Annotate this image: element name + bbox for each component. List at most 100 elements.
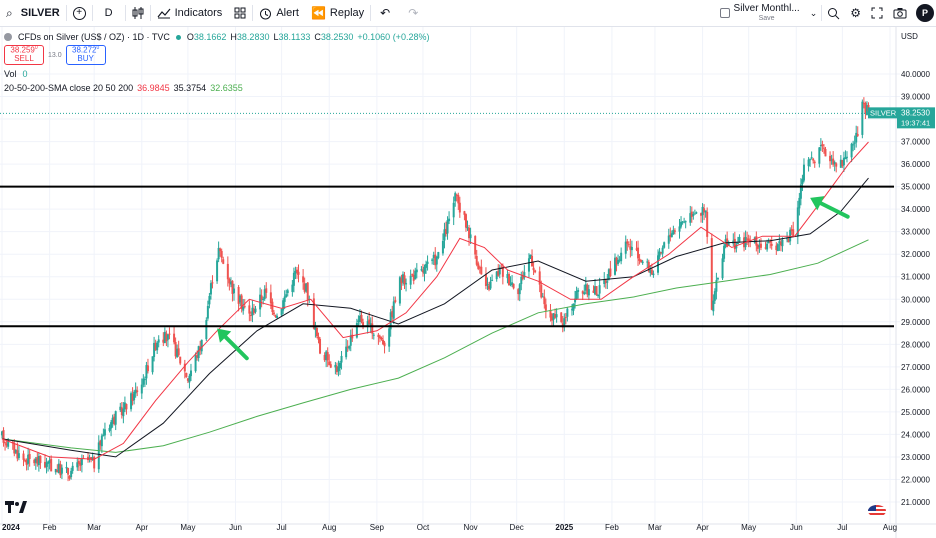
- candle-body: [2, 430, 5, 443]
- instrument-title[interactable]: CFDs on Silver (US$ / OZ) · 1D · TVC: [18, 32, 170, 42]
- candle-body: [369, 323, 372, 326]
- candle-body: [388, 328, 391, 347]
- candle-body: [853, 142, 856, 144]
- buy-button[interactable]: 38.2720 BUY: [65, 45, 106, 65]
- candle-body: [269, 292, 272, 304]
- candle-body: [727, 242, 730, 246]
- quick-search-button[interactable]: [822, 0, 845, 27]
- price-axis[interactable]: 40.0000 39.0000 37.0000 36.0000 35.0000 34.00…: [901, 70, 930, 507]
- candle-body: [239, 295, 242, 303]
- high-value: 38.2830: [236, 32, 270, 42]
- rewind-icon: ⏪: [310, 6, 326, 20]
- candle-body: [291, 284, 294, 292]
- horizontal-levels[interactable]: [0, 185, 894, 328]
- time-tick-label: Aug: [322, 523, 336, 532]
- change-value: +0.1060 (+0.28%): [357, 32, 430, 42]
- candle-body: [845, 156, 848, 158]
- us-flag-icon: [868, 505, 886, 517]
- time-tick-label: May: [741, 523, 756, 532]
- candle-body: [414, 270, 417, 280]
- layout-name: Silver Monthl... Save: [734, 4, 800, 23]
- fullscreen-button[interactable]: [866, 0, 888, 27]
- chevron-down-icon: ⌄: [809, 7, 818, 18]
- candle-body: [468, 227, 471, 239]
- candle-body: [263, 289, 266, 299]
- candle-body: [457, 195, 460, 204]
- candle-body: [538, 271, 541, 285]
- candle-body: [706, 211, 709, 237]
- candle-body: [272, 312, 275, 315]
- buy-label: BUY: [77, 54, 94, 64]
- candle-body: [145, 365, 148, 379]
- candle-body: [844, 157, 847, 160]
- divider: [370, 5, 372, 21]
- candle-body: [489, 281, 492, 289]
- time-tick-label: 2025: [555, 523, 573, 532]
- candle-body: [609, 268, 612, 277]
- snapshot-button[interactable]: [888, 0, 912, 27]
- user-menu[interactable]: P: [912, 0, 936, 27]
- sell-button[interactable]: 38.2590 SELL: [4, 45, 44, 65]
- candle-body: [108, 427, 111, 431]
- time-tick-label: Jul: [837, 523, 847, 532]
- candles-icon: [132, 7, 144, 19]
- time-axis[interactable]: 2024 Feb Mar Apr May Jun Jul Aug Sep Oct Nov Dec 202…: [2, 523, 897, 532]
- candle-body: [517, 289, 520, 295]
- templates-button[interactable]: [228, 0, 252, 27]
- redo-button[interactable]: ↷: [399, 0, 427, 27]
- price-tick-label: 34.0000: [901, 205, 930, 214]
- candle-body: [401, 274, 404, 282]
- candle-body: [265, 288, 268, 293]
- candle-body: [511, 282, 514, 286]
- indicators-button[interactable]: Indicators: [151, 0, 229, 27]
- candle-body: [563, 318, 566, 328]
- sell-price: 38.2590: [10, 45, 38, 55]
- instrument-logo-icon: [4, 33, 12, 41]
- interval-label: D: [104, 7, 113, 19]
- candle-body: [294, 270, 297, 274]
- candle-body: [592, 290, 595, 293]
- candle-body: [484, 274, 487, 286]
- settings-button[interactable]: ⚙: [845, 0, 866, 27]
- symbol-search[interactable]: ⌕ SILVER: [0, 0, 66, 27]
- candle-body: [637, 247, 640, 259]
- candle-body: [813, 161, 816, 164]
- candle-body: [441, 240, 444, 254]
- candle-body: [177, 348, 180, 356]
- chart-pane[interactable]: 40.0000 39.0000 37.0000 36.0000 35.0000 34.00…: [0, 27, 936, 538]
- divider: [91, 5, 93, 21]
- price-chart[interactable]: 40.0000 39.0000 37.0000 36.0000 35.0000 34.00…: [0, 27, 936, 538]
- chart-type-button[interactable]: [126, 0, 150, 27]
- market-open-icon: [175, 34, 181, 40]
- close-value: 38.2530: [320, 32, 354, 42]
- replay-button[interactable]: ⏪ Replay: [305, 0, 370, 27]
- candle-body: [541, 296, 544, 298]
- currency-label[interactable]: USD: [901, 32, 918, 41]
- candle-body: [411, 274, 414, 276]
- candle-body: [799, 184, 802, 199]
- candle-body: [488, 285, 491, 290]
- candle-body: [305, 283, 308, 292]
- layout-button[interactable]: Silver Monthl... Save ⌄: [716, 0, 822, 27]
- candle-body: [276, 315, 279, 318]
- sma200-value: 32.6355: [210, 83, 243, 93]
- add-symbol-button[interactable]: +: [67, 0, 92, 27]
- candle-body: [412, 274, 415, 281]
- candle-body: [704, 210, 707, 213]
- candle-body: [97, 442, 100, 470]
- tradingview-logo[interactable]: [5, 500, 27, 516]
- price-tick-label: 25.0000: [901, 408, 930, 417]
- grid-lines: [0, 27, 900, 524]
- alert-button[interactable]: Alert: [253, 0, 305, 27]
- volume-legend[interactable]: Vol 0: [4, 69, 429, 79]
- arrow-annotations[interactable]: [217, 196, 850, 361]
- arrow-shaft: [818, 201, 850, 219]
- interval-button[interactable]: D: [93, 0, 125, 27]
- candle-body: [830, 159, 833, 161]
- price-tick-label: 21.0000: [901, 498, 930, 507]
- price-tick-label: 27.0000: [901, 363, 930, 372]
- sma-legend[interactable]: 20-50-200-SMA close 20 50 200 36.9845 35…: [4, 83, 429, 93]
- candle-body: [196, 354, 199, 358]
- candle-body: [54, 468, 57, 473]
- undo-button[interactable]: ↶: [371, 0, 399, 27]
